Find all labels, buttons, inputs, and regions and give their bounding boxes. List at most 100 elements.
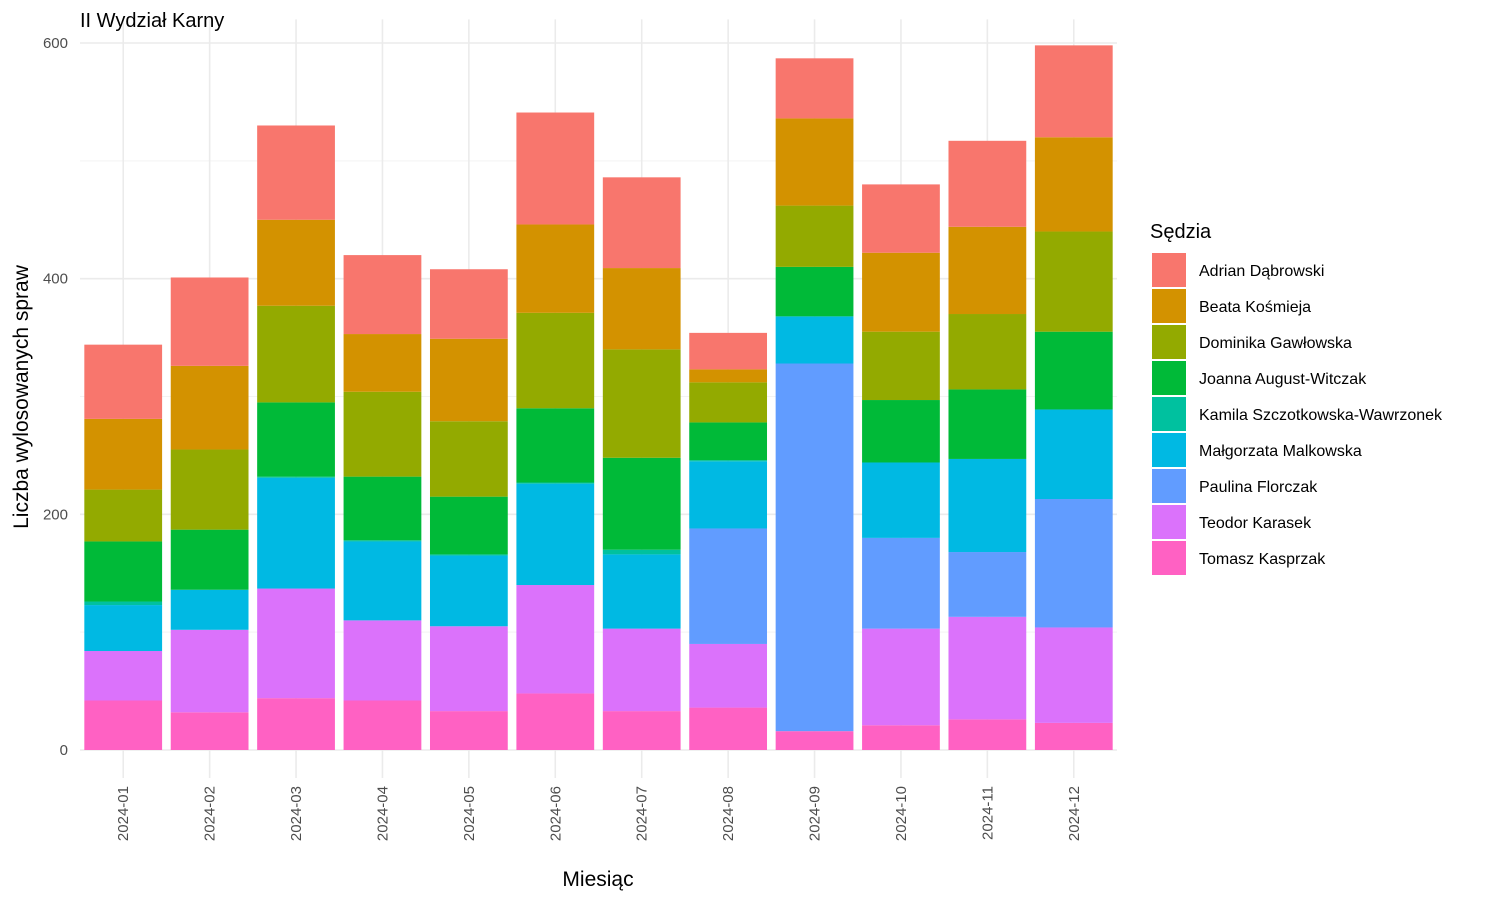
bar-segment [84, 344, 163, 419]
bar-segment [84, 601, 163, 606]
bar-segment [343, 540, 422, 542]
bar-segment [343, 620, 422, 701]
bar-segment [948, 616, 1027, 720]
y-tick-label: 600 [43, 35, 68, 52]
bar-segment [429, 555, 508, 627]
legend-key [1152, 397, 1186, 431]
bar-segment [1034, 137, 1113, 232]
chart-title: II Wydział Karny [80, 10, 224, 32]
bar-stack-2024-02 [170, 277, 249, 750]
bar-stack-2024-10 [862, 184, 940, 750]
bar-stack-2024-07 [602, 177, 681, 750]
legend-label: Tomasz Kasprzak [1199, 551, 1326, 568]
legend-label: Paulina Florczak [1199, 479, 1318, 496]
bar-segment [689, 643, 768, 708]
legend-title: Sędzia [1150, 221, 1212, 243]
bar-segment [862, 725, 940, 750]
bar-segment [84, 489, 163, 542]
bar-segment [170, 589, 249, 630]
bar-segment [170, 449, 249, 530]
bar-segment [775, 58, 854, 119]
bar-segment [689, 422, 768, 461]
legend-label: Joanna August-Witczak [1199, 371, 1367, 388]
bar-segment [516, 312, 595, 409]
legend-label: Dominika Gawłowska [1199, 335, 1352, 352]
x-tick-label: 2024-11 [979, 786, 996, 840]
bar-segment [257, 305, 335, 403]
bar-segment [257, 402, 335, 477]
bar-segment [343, 391, 422, 477]
bar-segment [516, 693, 595, 750]
bar-segment [1034, 627, 1113, 723]
legend-item: Joanna August-Witczak [1152, 361, 1367, 395]
bar-segment [602, 268, 681, 350]
bar-stack-2024-12 [1034, 45, 1113, 750]
bar-stack-2024-04 [343, 255, 422, 750]
bar-segment [948, 140, 1027, 227]
legend-label: Kamila Szczotkowska-Wawrzonek [1199, 407, 1443, 424]
bar-segment [516, 408, 595, 483]
bar-segment [862, 400, 940, 463]
bar-segment [948, 552, 1027, 617]
bar-segment [1034, 45, 1113, 138]
bar-segment [602, 549, 681, 555]
x-tick-label: 2024-12 [1066, 786, 1083, 841]
x-tick-label: 2024-01 [115, 786, 132, 841]
bar-segment [689, 460, 768, 462]
bar-stack-2024-06 [516, 112, 595, 750]
bar-segment [948, 458, 1027, 553]
y-tick-label: 0 [60, 742, 68, 759]
bar-segment [862, 252, 940, 332]
bar-segment [689, 369, 768, 383]
bar-segment [84, 418, 163, 490]
bar-segment [257, 476, 335, 478]
x-tick-label: 2024-03 [288, 786, 305, 841]
bar-segment [84, 605, 163, 652]
bar-segment [602, 628, 681, 712]
bar-segment [775, 266, 854, 317]
bar-segment [948, 719, 1027, 750]
bar-segment [343, 700, 422, 750]
bar-segment [170, 277, 249, 366]
legend-key [1152, 433, 1186, 467]
legend-item: Paulina Florczak [1152, 469, 1318, 503]
bar-segment [862, 462, 940, 538]
bar-segment [516, 585, 595, 694]
bar-segment [602, 177, 681, 269]
x-tick-label: 2024-02 [202, 786, 219, 841]
bar-segment [257, 588, 335, 699]
bar-segment [1034, 409, 1113, 500]
legend-item: Dominika Gawłowska [1152, 325, 1352, 359]
legend-key [1152, 541, 1186, 575]
bar-segment [170, 529, 249, 590]
x-tick-label: 2024-04 [374, 786, 391, 841]
bar-segment [775, 118, 854, 206]
legend-key [1152, 505, 1186, 539]
bar-segment [689, 707, 768, 750]
bar-segment [775, 363, 854, 732]
bar-segment [862, 331, 940, 401]
bar-segment [516, 224, 595, 313]
x-tick-label: 2024-05 [461, 786, 478, 841]
bar-segment [343, 476, 422, 541]
bar-segment [1034, 231, 1113, 332]
bar-segment [602, 457, 681, 550]
bar-segment [1034, 331, 1113, 410]
legend-label: Teodor Karasek [1199, 515, 1312, 532]
y-tick-label: 400 [43, 271, 68, 288]
bar-segment [429, 421, 508, 497]
bar-segment [257, 219, 335, 306]
bar-segment [343, 255, 422, 335]
bar-segment [775, 316, 854, 364]
bar-segment [343, 541, 422, 621]
bar-segment [689, 332, 768, 370]
x-tick-label: 2024-09 [807, 786, 824, 841]
legend-item: Adrian Dąbrowski [1152, 253, 1324, 287]
y-axis-ticks: 0 200 400 600 [43, 35, 68, 759]
bar-segment [84, 651, 163, 701]
x-tick-label: 2024-06 [547, 786, 564, 841]
legend-key [1152, 289, 1186, 323]
bar-segment [170, 365, 249, 450]
bar-segment [862, 184, 940, 253]
x-tick-label: 2024-08 [720, 786, 737, 841]
